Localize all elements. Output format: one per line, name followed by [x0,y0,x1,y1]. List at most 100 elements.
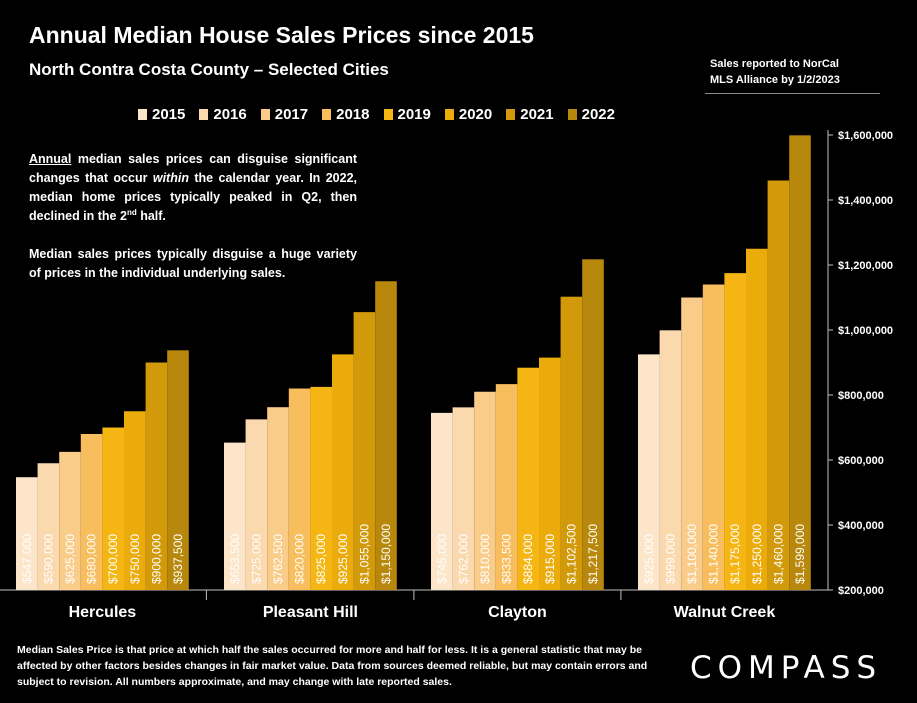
data-label: $884,000 [521,534,535,584]
compass-logo: COMPASS [690,650,883,686]
source-line-2: MLS Alliance by 1/2/2023 [710,74,840,86]
annotation-box: Annual median sales prices can disguise … [29,150,357,302]
y-tick-label: $400,000 [838,520,884,532]
data-label: $999,000 [663,534,677,584]
data-label: $590,000 [41,534,55,584]
category-label: Clayton [488,604,547,621]
annotation-paragraph-1: Annual median sales prices can disguise … [29,150,357,226]
bar-pleasant-hill-2020 [332,354,354,590]
bar-hercules-2022 [167,350,189,590]
data-label: $825,000 [314,534,328,584]
legend-label-2021: 2021 [520,106,554,123]
y-tick-label: $1,200,000 [838,260,893,272]
bar-walnut-creek-2018 [702,284,725,590]
legend-item-2016: 2016 [199,106,247,123]
bar-clayton-2017 [474,391,496,590]
data-label: $700,000 [106,534,120,584]
bar-pleasant-hill-2016 [245,419,268,590]
bar-pleasant-hill-2021 [353,312,376,590]
legend-label-2019: 2019 [397,106,431,123]
bar-hercules-2020 [124,411,146,590]
category-label: Walnut Creek [674,604,776,621]
bar-hercules-2019 [102,427,124,590]
source-line-1: Sales reported to NorCal [710,58,839,70]
y-tick-label: $200,000 [838,585,884,597]
annotation-underlined-word: Annual [29,152,72,166]
data-label: $937,500 [171,534,185,584]
data-label: $925,000 [642,534,656,584]
bar-hercules-2017 [59,451,81,590]
bar-clayton-2020 [539,357,561,590]
bar-hercules-2021 [145,362,168,590]
data-label: $653,500 [228,534,242,584]
data-label: $750,000 [128,534,142,584]
legend-label-2020: 2020 [458,106,493,123]
footer-disclaimer: Median Sales Price is that price at whic… [17,644,648,688]
bar-clayton-2018 [495,384,518,590]
legend-label-2016: 2016 [213,106,247,123]
y-tick-label: $800,000 [838,390,884,402]
bar-clayton-2015 [431,412,453,590]
data-label: $1,250,000 [750,524,764,584]
bar-hercules-2016 [37,463,60,590]
category-label: Pleasant Hill [263,604,358,621]
legend-label-2017: 2017 [274,106,309,123]
data-label: $1,055,000 [357,524,371,584]
bar-walnut-creek-2019 [724,273,746,590]
y-tick-label: $600,000 [838,455,884,467]
data-label: $762,500 [271,534,285,584]
legend-swatch-2020 [444,109,454,120]
data-label: $1,175,000 [728,524,742,584]
y-tick-label: $1,400,000 [838,195,893,207]
bar-walnut-creek-2020 [746,248,768,590]
data-label: $1,599,000 [793,524,807,584]
bar-walnut-creek-2016 [659,330,682,590]
header-divider [705,93,880,94]
legend-swatch-2016 [199,109,209,120]
legend-swatch-2019 [383,109,393,120]
data-label: $1,102,500 [564,524,578,584]
legend-swatch-2017 [260,109,270,120]
bar-clayton-2021 [560,296,583,590]
bar-hercules-2015 [16,477,38,590]
bar-walnut-creek-2017 [681,297,703,590]
data-label: $810,000 [478,534,492,584]
data-label: $625,000 [63,534,77,584]
data-label: $1,100,000 [685,524,699,584]
legend-item-2021: 2021 [506,106,554,123]
chart-legend: 2015 2016 2017 2018 2019 2020 2021 2022 [138,106,615,123]
annotation-text-c: half. [136,209,166,223]
annotation-italic-word: within [152,171,189,185]
bar-clayton-2019 [517,367,539,590]
legend-swatch-2021 [506,109,516,120]
legend-swatch-2022 [567,109,577,120]
y-tick-label: $1,600,000 [838,130,893,142]
legend-item-2015: 2015 [138,106,185,123]
bar-walnut-creek-2015 [638,354,660,590]
data-label: $833,500 [500,534,514,584]
bar-pleasant-hill-2017 [267,407,289,590]
bar-pleasant-hill-2015 [224,442,246,590]
annotation-text-b: the calendar year. In 2022, median home … [29,171,357,223]
chart-title: Annual Median House Sales Prices since 2… [29,22,534,48]
annotation-text-a: median sales prices can disguise signifi… [29,152,357,185]
bar-clayton-2022 [582,259,604,590]
data-label: $745,000 [435,534,449,584]
bar-pleasant-hill-2022 [375,281,397,590]
legend-label-2018: 2018 [336,106,370,123]
data-label: $1,150,000 [379,524,393,584]
bar-pleasant-hill-2018 [288,388,311,590]
source-note: Sales reported to NorCal MLS Alliance by… [710,56,890,88]
data-label: $547,000 [20,534,34,584]
category-label: Hercules [69,604,137,621]
y-tick-label: $1,000,000 [838,325,893,337]
data-label: $762,000 [456,534,470,584]
legend-label-2022: 2022 [581,106,615,123]
data-label: $925,000 [336,534,350,584]
data-label: $820,000 [293,534,307,584]
data-label: $915,000 [543,534,557,584]
legend-item-2019: 2019 [383,106,431,123]
legend-swatch-2018 [322,109,332,120]
chart-subtitle: North Contra Costa County – Selected Cit… [29,60,389,79]
